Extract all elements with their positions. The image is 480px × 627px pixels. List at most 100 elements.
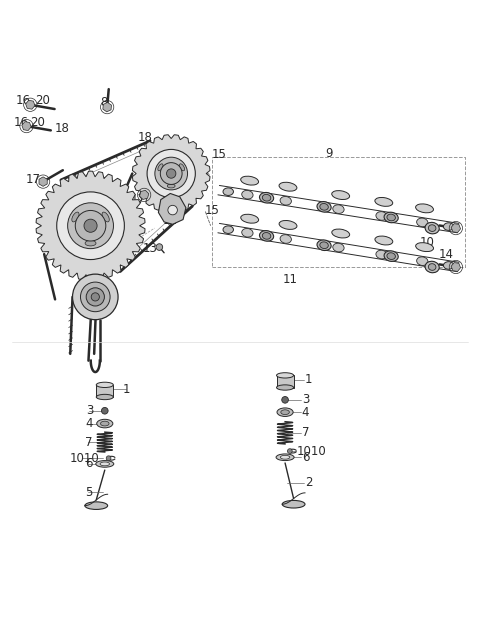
Polygon shape [103, 102, 111, 112]
Ellipse shape [333, 205, 344, 213]
Text: 11: 11 [283, 273, 298, 286]
Ellipse shape [387, 253, 396, 260]
Ellipse shape [332, 229, 349, 238]
Circle shape [75, 211, 106, 241]
Ellipse shape [223, 226, 233, 233]
Text: 16: 16 [13, 116, 28, 129]
Ellipse shape [444, 223, 454, 230]
Ellipse shape [317, 201, 331, 212]
Circle shape [84, 219, 97, 232]
Circle shape [106, 456, 111, 461]
Text: 18: 18 [55, 122, 70, 135]
Text: 3: 3 [301, 393, 309, 406]
Circle shape [147, 149, 195, 198]
Text: 1010: 1010 [69, 451, 99, 465]
Ellipse shape [375, 236, 393, 245]
Ellipse shape [276, 385, 294, 390]
Text: 8: 8 [100, 96, 108, 109]
Ellipse shape [425, 261, 439, 273]
Ellipse shape [240, 176, 259, 185]
Text: 9: 9 [325, 147, 333, 160]
Ellipse shape [387, 214, 396, 221]
Ellipse shape [279, 182, 297, 191]
Ellipse shape [417, 218, 428, 227]
Text: 17: 17 [25, 173, 40, 186]
Ellipse shape [320, 204, 328, 210]
Ellipse shape [96, 419, 113, 428]
Text: 14: 14 [438, 248, 453, 261]
Text: 15: 15 [204, 204, 219, 216]
Text: 19: 19 [53, 231, 68, 244]
Ellipse shape [276, 372, 294, 378]
Ellipse shape [416, 204, 433, 213]
Ellipse shape [376, 212, 387, 220]
Polygon shape [451, 224, 460, 233]
Text: 1: 1 [123, 383, 130, 396]
Ellipse shape [262, 194, 271, 201]
Polygon shape [39, 177, 47, 186]
Text: 1010: 1010 [297, 445, 327, 458]
Polygon shape [158, 194, 186, 224]
Circle shape [160, 162, 182, 184]
Ellipse shape [158, 164, 163, 171]
Polygon shape [96, 385, 113, 397]
Ellipse shape [428, 264, 436, 270]
Polygon shape [276, 376, 294, 387]
Text: 15: 15 [212, 148, 227, 161]
Ellipse shape [416, 243, 433, 251]
Text: 5: 5 [85, 486, 92, 499]
Text: 18: 18 [138, 132, 153, 144]
Ellipse shape [72, 212, 79, 222]
Polygon shape [36, 171, 145, 280]
Polygon shape [22, 122, 31, 130]
Ellipse shape [96, 382, 113, 387]
Ellipse shape [223, 188, 233, 196]
Text: 17: 17 [131, 193, 146, 206]
Ellipse shape [384, 212, 398, 223]
Ellipse shape [85, 241, 96, 246]
Ellipse shape [280, 455, 290, 459]
Circle shape [168, 205, 178, 215]
Ellipse shape [260, 192, 274, 203]
Ellipse shape [260, 231, 274, 241]
Ellipse shape [276, 454, 294, 461]
Ellipse shape [417, 257, 428, 265]
Text: 20: 20 [30, 116, 45, 129]
Ellipse shape [384, 251, 398, 261]
Text: 3: 3 [86, 404, 93, 417]
Circle shape [156, 244, 163, 250]
Ellipse shape [242, 228, 253, 237]
Circle shape [81, 282, 110, 312]
Ellipse shape [320, 242, 328, 248]
Circle shape [91, 293, 99, 301]
Circle shape [167, 169, 176, 178]
Circle shape [282, 396, 288, 403]
Ellipse shape [282, 500, 305, 508]
Ellipse shape [96, 394, 113, 399]
Text: 13: 13 [143, 241, 157, 255]
Circle shape [68, 203, 113, 249]
Ellipse shape [317, 240, 331, 251]
Ellipse shape [100, 421, 109, 426]
Text: 6: 6 [301, 451, 309, 464]
Ellipse shape [100, 462, 109, 466]
Ellipse shape [444, 261, 454, 269]
Text: 10: 10 [420, 236, 434, 249]
Polygon shape [140, 191, 149, 199]
Circle shape [86, 288, 105, 306]
Circle shape [72, 274, 118, 320]
Text: 6: 6 [85, 458, 92, 470]
Text: 20: 20 [35, 93, 50, 107]
Polygon shape [132, 135, 210, 213]
Ellipse shape [428, 224, 436, 231]
Polygon shape [86, 263, 105, 299]
Text: 1: 1 [305, 374, 312, 386]
Ellipse shape [279, 221, 297, 229]
Text: 16: 16 [16, 93, 31, 107]
Ellipse shape [280, 196, 291, 205]
Polygon shape [451, 263, 460, 271]
Text: 4: 4 [301, 406, 309, 419]
Ellipse shape [168, 184, 175, 188]
Text: 7: 7 [85, 436, 92, 448]
Text: 12: 12 [163, 214, 178, 228]
